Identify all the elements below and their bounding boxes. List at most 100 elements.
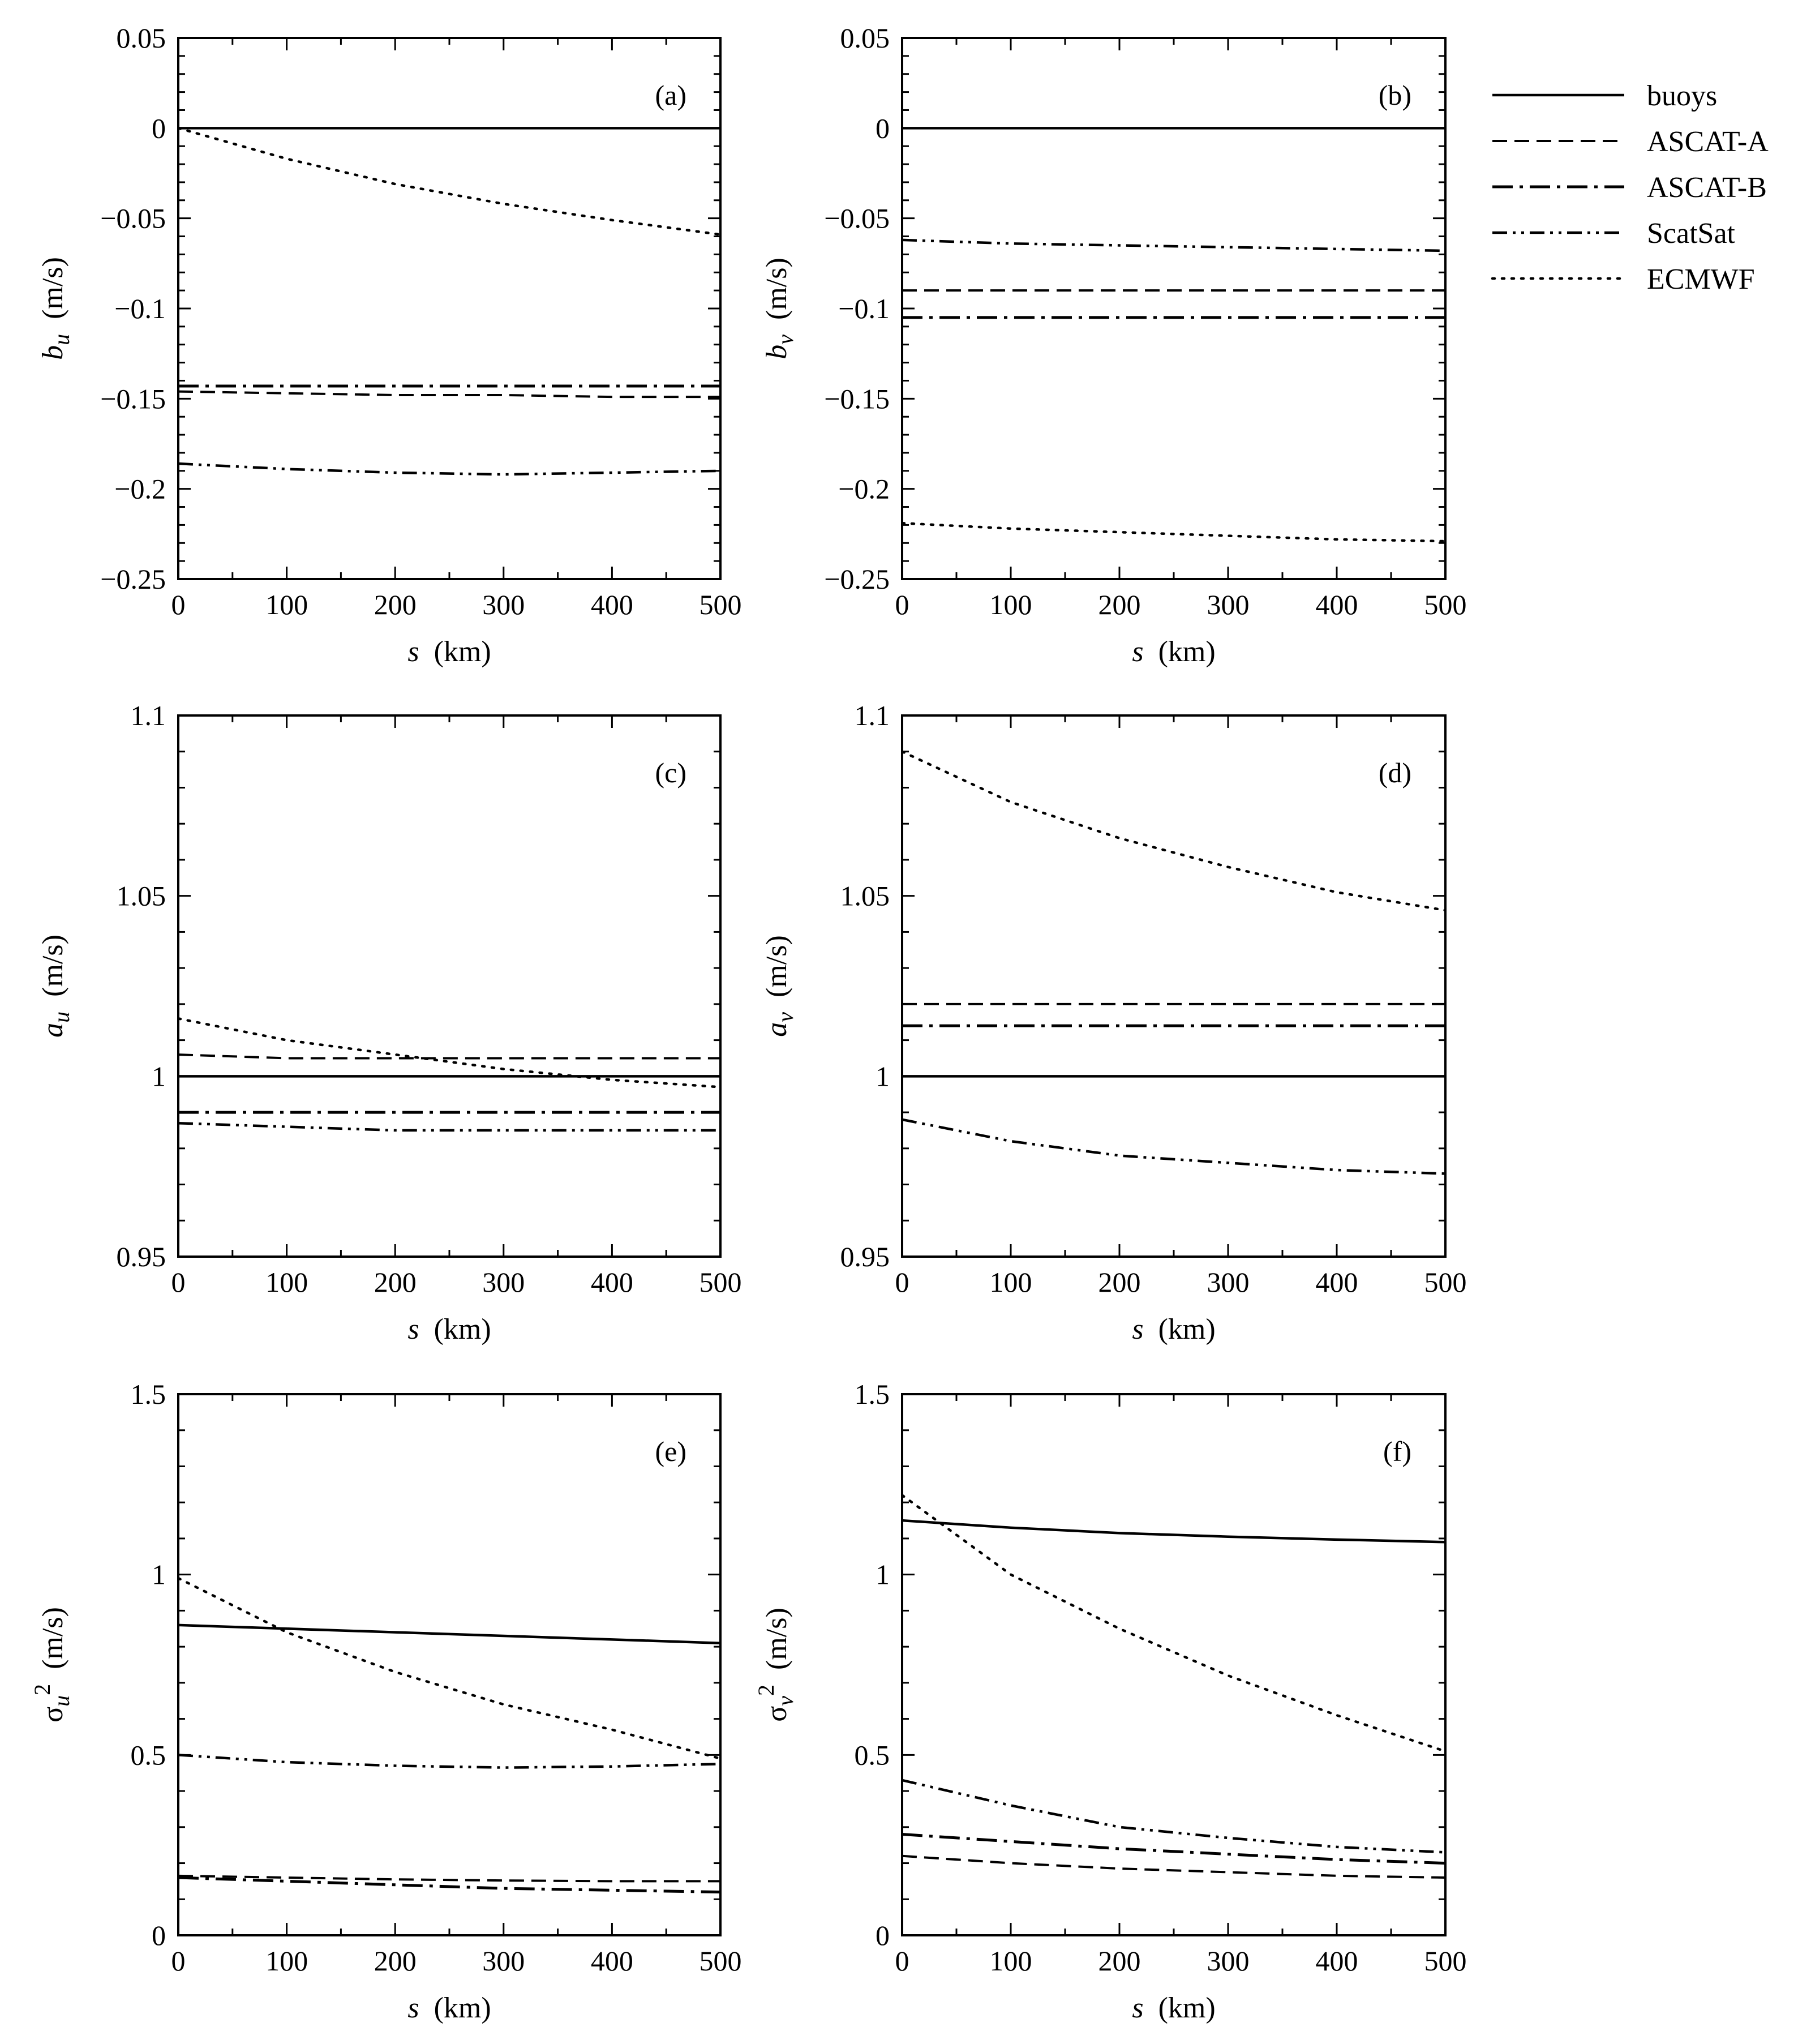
- panel-a: 0 100 200 300 400 500 −0.25 −0.2 −0.15 −0.1 −0.05 0…: [37, 22, 742, 668]
- y-tick-label: 1: [876, 1060, 890, 1092]
- y-axis-label: au (m/s): [37, 935, 74, 1038]
- y-tick-label: 0.95: [117, 1241, 166, 1272]
- y-tick-label: 0: [152, 1919, 166, 1951]
- series-line-scatsat: [178, 1754, 720, 1769]
- x-tick-label: 0: [171, 1266, 186, 1298]
- y-tick-label: −0.1: [838, 293, 890, 324]
- x-tick-label: 0: [171, 589, 186, 620]
- legend-item-buoys: buoys: [1492, 80, 1717, 112]
- y-tick-label: −0.25: [824, 563, 890, 595]
- legend-item-ecmwf: ECMWF: [1491, 263, 1755, 295]
- series-line-ecmwf: [902, 1494, 1445, 1753]
- y-tick-label: 1: [152, 1559, 166, 1591]
- y-axis-label: av (m/s): [761, 935, 798, 1037]
- x-tick-label: 100: [265, 589, 308, 620]
- x-tick-label: 300: [482, 1945, 525, 1977]
- y-tick-label: −0.15: [824, 383, 890, 414]
- x-tick-label: 400: [1316, 1945, 1358, 1977]
- y-tick-label: 1.1: [855, 700, 890, 731]
- x-tick-label: 400: [591, 589, 633, 620]
- y-tick-label: 1.05: [840, 880, 890, 912]
- legend: buoys ASCAT-A ASCAT-B ScatSat ECMWF: [1491, 80, 1769, 295]
- legend-label: ASCAT-B: [1647, 172, 1767, 204]
- series-line-ascat-a: [178, 1874, 720, 1883]
- y-axis-label: σv2 (m/s): [753, 1608, 798, 1722]
- series-line-scatsat: [178, 1121, 720, 1132]
- panel-label: (e): [655, 1435, 687, 1467]
- series-line-ecmwf: [902, 750, 1445, 912]
- x-tick-label: 0: [895, 1945, 909, 1977]
- x-axis-label: s (km): [407, 636, 491, 668]
- series-line-scatsat: [902, 238, 1445, 252]
- x-tick-label: 400: [591, 1945, 633, 1977]
- x-tick-label: 400: [1316, 1266, 1358, 1298]
- series-line-ascat-a: [178, 1053, 720, 1060]
- x-tick-label: 300: [1207, 1945, 1250, 1977]
- panel-label: (d): [1379, 757, 1411, 789]
- y-tick-label: 0: [152, 112, 166, 144]
- panel-f: 0 100 200 300 400 500 0 0.5 1 1.5 s (km) σv2 (m/s) (…: [753, 1378, 1467, 2024]
- y-tick-label: 1.1: [131, 700, 166, 731]
- legend-item-ascat-b: ASCAT-B: [1492, 172, 1767, 204]
- y-tick-label: 0: [876, 112, 890, 144]
- series-line-ascat-a: [178, 390, 720, 398]
- series-line-scatsat: [902, 1779, 1445, 1854]
- legend-label: ECMWF: [1647, 263, 1755, 295]
- x-tick-label: 500: [699, 589, 742, 620]
- y-tick-label: 1: [876, 1559, 890, 1591]
- panel-label: (f): [1383, 1435, 1411, 1467]
- series-line-ecmwf: [178, 127, 720, 236]
- x-tick-label: 100: [265, 1266, 308, 1298]
- x-tick-label: 200: [1098, 589, 1141, 620]
- x-tick-label: 100: [990, 1945, 1032, 1977]
- x-tick-label: 200: [1098, 1945, 1141, 1977]
- legend-item-ascat-a: ASCAT-A: [1492, 126, 1769, 158]
- panel-b: 0 100 200 300 400 500 −0.25 −0.2 −0.15 −0.1 −0.05 0…: [761, 22, 1467, 668]
- x-tick-label: 500: [699, 1945, 742, 1977]
- y-tick-label: 1.5: [131, 1378, 166, 1410]
- y-tick-label: 0.5: [855, 1739, 890, 1771]
- x-tick-label: 500: [699, 1266, 742, 1298]
- x-tick-label: 100: [990, 1266, 1032, 1298]
- series-line-ecmwf: [178, 1576, 720, 1760]
- series-line-ascat-b: [902, 1833, 1445, 1865]
- y-tick-label: 0: [876, 1919, 890, 1951]
- x-axis-label: s (km): [407, 1992, 491, 2024]
- y-tick-label: −0.1: [114, 293, 166, 324]
- series-line-buoys: [902, 1519, 1445, 1544]
- x-tick-label: 200: [374, 1266, 417, 1298]
- series-line-buoys: [178, 1623, 720, 1645]
- y-tick-label: −0.15: [100, 383, 166, 414]
- y-tick-label: 1: [152, 1060, 166, 1092]
- y-tick-label: 1.05: [117, 880, 166, 912]
- panel-d: 0 100 200 300 400 500 0.95 1 1.05 1.1 s (km) av (m/…: [761, 700, 1467, 1345]
- x-tick-label: 300: [1207, 589, 1250, 620]
- y-tick-label: −0.2: [838, 473, 890, 505]
- x-tick-label: 400: [1316, 589, 1358, 620]
- x-tick-label: 0: [895, 1266, 909, 1298]
- y-axis-label: σu2 (m/s): [29, 1607, 74, 1722]
- legend-label: ASCAT-A: [1647, 126, 1769, 158]
- x-tick-label: 200: [1098, 1266, 1141, 1298]
- series-line-ecmwf: [902, 521, 1445, 543]
- x-tick-label: 500: [1424, 1945, 1467, 1977]
- x-tick-label: 100: [990, 589, 1032, 620]
- x-tick-label: 0: [171, 1945, 186, 1977]
- y-tick-label: −0.25: [100, 563, 166, 595]
- panel-c: 0 100 200 300 400 500 0.95 1 1.05 1.1 s (km) au (m/…: [37, 700, 742, 1345]
- x-tick-label: 300: [1207, 1266, 1250, 1298]
- x-axis-label: s (km): [407, 1313, 491, 1345]
- x-axis-label: s (km): [1132, 636, 1215, 668]
- panel-e: 0 100 200 300 400 500 0 0.5 1 1.5 s (km) σu2 (m/s) (…: [29, 1378, 742, 2024]
- legend-item-scatsat: ScatSat: [1492, 217, 1736, 250]
- legend-label: ScatSat: [1647, 217, 1736, 250]
- series-line-scatsat: [902, 1118, 1445, 1175]
- y-tick-label: 0.05: [117, 22, 166, 54]
- y-tick-label: 0.05: [840, 22, 890, 54]
- y-tick-label: −0.05: [824, 203, 890, 234]
- x-tick-label: 500: [1424, 1266, 1467, 1298]
- series-line-ascat-b: [178, 1876, 720, 1894]
- panel-label: (b): [1379, 79, 1411, 111]
